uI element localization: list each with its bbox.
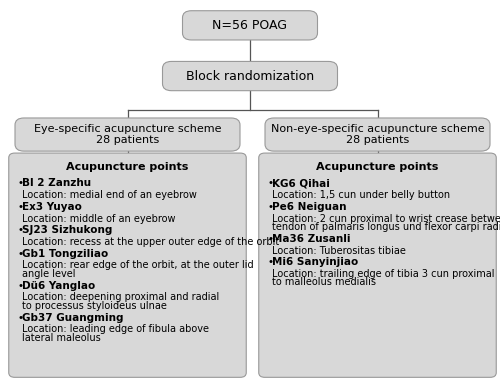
Text: KG6 Qihai: KG6 Qihai <box>272 179 330 188</box>
Text: Location: medial end of an eyebrow: Location: medial end of an eyebrow <box>22 190 197 200</box>
Text: Gb37 Guangming: Gb37 Guangming <box>22 313 124 323</box>
Text: Acupuncture points: Acupuncture points <box>316 162 438 172</box>
Text: Gb1 Tongziliao: Gb1 Tongziliao <box>22 249 108 259</box>
Text: Location: 2 cun proximal to wrist crease between: Location: 2 cun proximal to wrist crease… <box>272 214 500 223</box>
Text: Location: middle of an eyebrow: Location: middle of an eyebrow <box>22 214 176 223</box>
Text: Ma36 Zusanli: Ma36 Zusanli <box>272 234 351 244</box>
Text: Eye-specific acupuncture scheme
28 patients: Eye-specific acupuncture scheme 28 patie… <box>34 124 221 145</box>
Text: Mi6 Sanyinjiao: Mi6 Sanyinjiao <box>272 257 358 267</box>
Text: •: • <box>17 225 23 235</box>
Text: Dü6 Yanglao: Dü6 Yanglao <box>22 281 96 291</box>
Text: Block randomization: Block randomization <box>186 69 314 83</box>
Text: •: • <box>17 202 23 212</box>
Text: •: • <box>17 179 23 188</box>
Text: Acupuncture points: Acupuncture points <box>66 162 188 172</box>
Text: Location: Tuberositas tibiae: Location: Tuberositas tibiae <box>272 246 406 255</box>
Text: •: • <box>267 234 273 244</box>
FancyBboxPatch shape <box>162 62 338 90</box>
Text: Non-eye-specific acupuncture scheme
28 patients: Non-eye-specific acupuncture scheme 28 p… <box>270 124 484 145</box>
FancyBboxPatch shape <box>182 11 318 40</box>
Text: Pe6 Neiguan: Pe6 Neiguan <box>272 202 347 212</box>
Text: •: • <box>267 257 273 267</box>
FancyBboxPatch shape <box>265 118 490 151</box>
Text: •: • <box>17 281 23 291</box>
Text: Location: rear edge of the orbit, at the outer lid: Location: rear edge of the orbit, at the… <box>22 261 254 270</box>
FancyBboxPatch shape <box>15 118 240 151</box>
Text: Location: trailing edge of tibia 3 cun proximal: Location: trailing edge of tibia 3 cun p… <box>272 269 495 279</box>
Text: to processus styloideus ulnae: to processus styloideus ulnae <box>22 301 167 311</box>
Text: angle level: angle level <box>22 269 76 279</box>
Text: Location: 1,5 cun under belly button: Location: 1,5 cun under belly button <box>272 190 450 200</box>
Text: •: • <box>17 313 23 323</box>
Text: Location: deepening proximal and radial: Location: deepening proximal and radial <box>22 292 220 302</box>
Text: Location: leading edge of fibula above: Location: leading edge of fibula above <box>22 324 209 334</box>
FancyBboxPatch shape <box>8 153 246 377</box>
FancyBboxPatch shape <box>259 153 496 377</box>
Text: tendon of palmaris longus und flexor carpi radialis: tendon of palmaris longus und flexor car… <box>272 222 500 232</box>
Text: Ex3 Yuyao: Ex3 Yuyao <box>22 202 82 212</box>
Text: Bl 2 Zanzhu: Bl 2 Zanzhu <box>22 179 92 188</box>
Text: to malleolus medialis: to malleolus medialis <box>272 278 376 287</box>
Text: lateral maleolus: lateral maleolus <box>22 333 101 343</box>
Text: SJ23 Sizhukong: SJ23 Sizhukong <box>22 225 112 235</box>
Text: •: • <box>267 179 273 188</box>
Text: •: • <box>267 202 273 212</box>
Text: Location: recess at the upper outer edge of the orbit: Location: recess at the upper outer edge… <box>22 237 280 247</box>
Text: N=56 POAG: N=56 POAG <box>212 19 288 32</box>
Text: •: • <box>17 249 23 259</box>
